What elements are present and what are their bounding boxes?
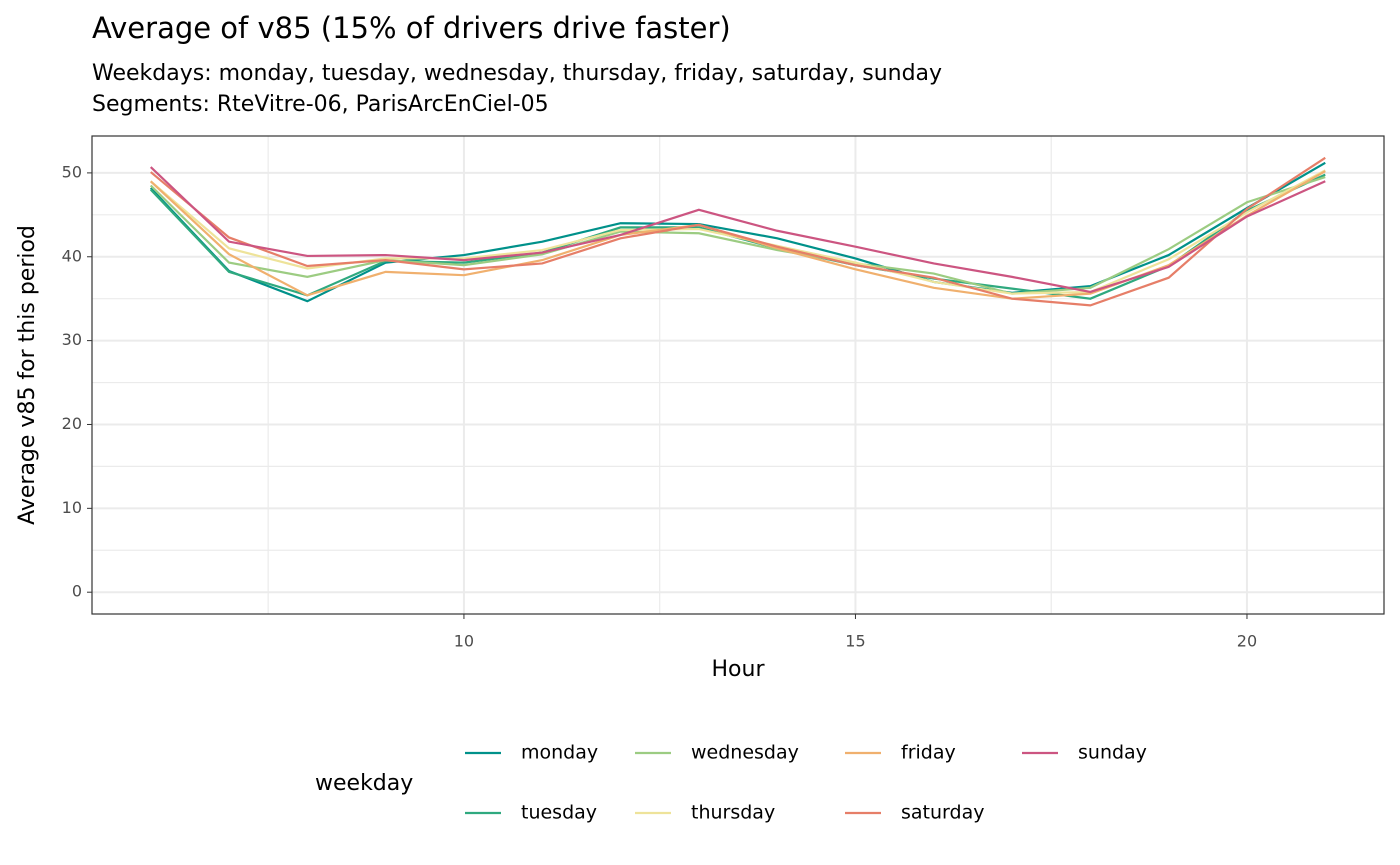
legend-label: tuesday xyxy=(521,802,597,824)
x-tick-label: 20 xyxy=(1237,632,1257,651)
y-tick-label: 20 xyxy=(62,414,82,433)
x-tick-label: 10 xyxy=(454,632,474,651)
legend-label: wednesday xyxy=(691,742,799,764)
x-axis-title: Hour xyxy=(712,657,766,682)
line xyxy=(149,166,1326,294)
chart-subtitle: Weekdays: monday, tuesday, wednesday, th… xyxy=(92,61,942,86)
plot-background xyxy=(92,136,1384,614)
chart-subtitle: Segments: RteVitre-06, ParisArcEnCiel-05 xyxy=(92,92,549,117)
y-axis-title: Average v85 for this period xyxy=(15,225,40,525)
legend-label: thursday xyxy=(691,802,775,824)
legend-label: sunday xyxy=(1078,742,1147,764)
line xyxy=(149,161,1326,303)
line xyxy=(149,176,1326,295)
legend-label: friday xyxy=(901,742,956,764)
x-tick-label: 15 xyxy=(845,632,865,651)
y-tick-label: 0 xyxy=(72,582,82,601)
legend-label: saturday xyxy=(901,802,984,824)
y-tick-label: 50 xyxy=(62,162,82,181)
line xyxy=(150,156,1326,307)
chart-title: Average of v85 (15% of drivers drive fas… xyxy=(92,11,731,45)
y-tick-label: 40 xyxy=(62,246,82,265)
y-tick-label: 30 xyxy=(62,330,82,349)
plot-border xyxy=(91,135,1385,615)
y-tick-label: 10 xyxy=(62,498,82,517)
legend-title: weekday xyxy=(315,771,413,796)
legend-label: monday xyxy=(521,742,598,764)
